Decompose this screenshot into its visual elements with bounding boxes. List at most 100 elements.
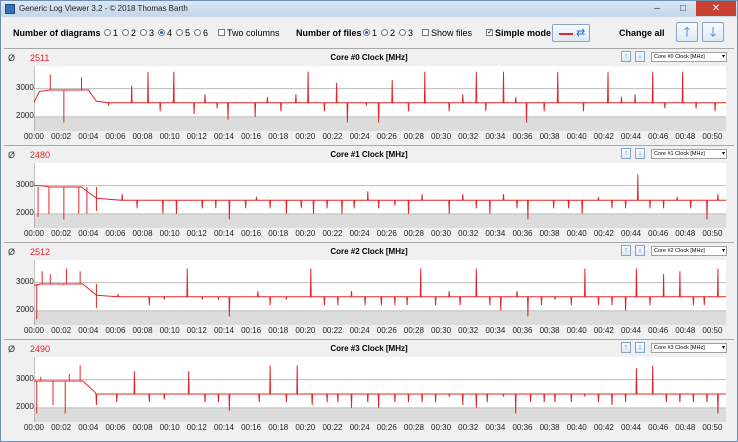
x-tick-label: 00:42 (593, 132, 614, 141)
move-down-button[interactable]: ↓ (635, 51, 645, 62)
x-tick-label: 00:40 (566, 229, 587, 238)
move-up-all-button[interactable]: 🡑 (676, 22, 698, 42)
x-tick-label: 00:38 (539, 423, 560, 432)
line-chart (34, 66, 726, 131)
plot-band (34, 310, 726, 325)
chevron-down-icon: ▾ (721, 345, 725, 351)
files-radio-1[interactable] (363, 29, 370, 36)
x-tick-label: 00:26 (376, 229, 397, 238)
move-up-button[interactable]: ↑ (621, 245, 631, 256)
x-tick-label: 00:04 (78, 229, 99, 238)
channel-select[interactable]: Core #3 Clock [MHz] ▾ (651, 343, 727, 353)
files-label: Number of files (296, 28, 362, 38)
y-tick-label: 2000 (16, 304, 34, 314)
move-down-button[interactable]: ↓ (635, 148, 645, 159)
x-tick-label: 00:22 (322, 423, 343, 432)
show-files-checkbox[interactable] (422, 29, 429, 36)
x-tick-label: 00:12 (186, 423, 207, 432)
x-tick-label: 00:00 (23, 326, 45, 335)
x-tick-label: 00:46 (648, 423, 669, 432)
files-radio-3[interactable] (399, 29, 406, 36)
change-all-label: Change all (619, 28, 665, 38)
x-tick-label: 00:50 (702, 326, 723, 335)
x-tick-label: 00:40 (566, 132, 587, 141)
x-tick-label: 00:04 (78, 423, 99, 432)
x-tick-label: 00:18 (268, 423, 289, 432)
x-tick-label: 00:24 (349, 132, 370, 141)
series-color-button[interactable]: ⇄ (552, 24, 590, 42)
files-radio-2[interactable] (381, 29, 388, 36)
diagrams-radio-3[interactable] (140, 29, 147, 36)
x-tick-label: 00:42 (593, 326, 614, 335)
diagrams-radio-1[interactable] (104, 29, 111, 36)
swap-icon: ⇄ (576, 27, 586, 39)
x-tick-label: 00:48 (675, 132, 696, 141)
move-up-button[interactable]: ↑ (621, 148, 631, 159)
x-tick-label: 00:06 (105, 423, 126, 432)
average-value: 2480 (30, 150, 51, 160)
app-icon (5, 4, 15, 14)
channel-select[interactable]: Core #0 Clock [MHz] ▾ (651, 52, 727, 62)
diagrams-radio-5[interactable] (176, 29, 183, 36)
x-tick-label: 00:22 (322, 132, 343, 141)
chart-panel-core-0: Ø 2511 Core #0 Clock [MHz] ↑ ↓ Core #0 C… (4, 48, 734, 143)
chart-title: Core #0 Clock [MHz] (330, 53, 408, 62)
x-tick-label: 00:40 (566, 423, 587, 432)
channel-select[interactable]: Core #1 Clock [MHz] ▾ (651, 149, 727, 159)
title-bar: Generic Log Viewer 3.2 - © 2018 Thomas B… (1, 1, 737, 17)
channel-select-value: Core #2 Clock [MHz] (654, 248, 705, 254)
x-tick-label: 00:08 (132, 132, 153, 141)
x-tick-label: 00:06 (105, 326, 126, 335)
diagrams-radio-2[interactable] (122, 29, 129, 36)
x-tick-label: 00:28 (403, 326, 424, 335)
x-tick-label: 00:34 (485, 132, 506, 141)
x-tick-label: 00:20 (295, 229, 316, 238)
diagrams-option-2: 2 (131, 28, 137, 38)
line-chart (34, 163, 726, 228)
move-up-button[interactable]: ↑ (621, 51, 631, 62)
y-tick-label: 3000 (16, 276, 34, 286)
move-down-button[interactable]: ↓ (635, 245, 645, 256)
average-icon: Ø (8, 53, 16, 63)
x-tick-label: 00:10 (159, 229, 180, 238)
x-tick-label: 00:20 (295, 326, 316, 335)
x-tick-label: 00:18 (268, 132, 289, 141)
plot-band (34, 116, 726, 131)
close-button[interactable]: ✕ (696, 1, 736, 16)
diagrams-radio-6[interactable] (194, 29, 201, 36)
x-tick-label: 00:48 (675, 423, 696, 432)
plot-band (34, 213, 726, 228)
move-down-all-button[interactable]: 🡓 (702, 22, 724, 42)
x-tick-label: 00:16 (241, 423, 262, 432)
move-down-button[interactable]: ↓ (635, 342, 645, 353)
simple-mode-checkbox[interactable]: ✓ (486, 29, 493, 36)
x-tick-label: 00:32 (458, 423, 479, 432)
two-columns-label: Two columns (227, 28, 280, 38)
two-columns-checkbox[interactable] (218, 29, 225, 36)
files-option-3: 3 (408, 28, 414, 38)
toolbar: Number of diagrams 1 2 3 4 5 6 Two colum… (1, 18, 737, 46)
maximize-button[interactable]: □ (679, 3, 687, 14)
channel-select-value: Core #0 Clock [MHz] (654, 54, 705, 60)
x-tick-label: 00:40 (566, 326, 587, 335)
move-up-button[interactable]: ↑ (621, 342, 631, 353)
diagrams-radio-4[interactable] (158, 29, 165, 36)
x-tick-label: 00:38 (539, 229, 560, 238)
channel-select-value: Core #1 Clock [MHz] (654, 151, 705, 157)
x-tick-label: 00:02 (51, 132, 72, 141)
average-icon: Ø (8, 247, 16, 257)
x-tick-label: 00:32 (458, 132, 479, 141)
x-tick-label: 00:28 (403, 423, 424, 432)
chevron-down-icon: ▾ (721, 151, 725, 157)
channel-select[interactable]: Core #2 Clock [MHz] ▾ (651, 246, 727, 256)
x-tick-label: 00:44 (621, 229, 642, 238)
x-tick-label: 00:24 (349, 229, 370, 238)
x-tick-label: 00:26 (376, 423, 397, 432)
x-tick-label: 00:00 (23, 229, 45, 238)
series-line (34, 365, 726, 414)
x-tick-label: 00:42 (593, 423, 614, 432)
minimize-button[interactable]: – (654, 3, 660, 14)
x-tick-label: 00:16 (241, 326, 262, 335)
x-tick-label: 00:10 (159, 132, 180, 141)
x-tick-label: 00:02 (51, 229, 72, 238)
